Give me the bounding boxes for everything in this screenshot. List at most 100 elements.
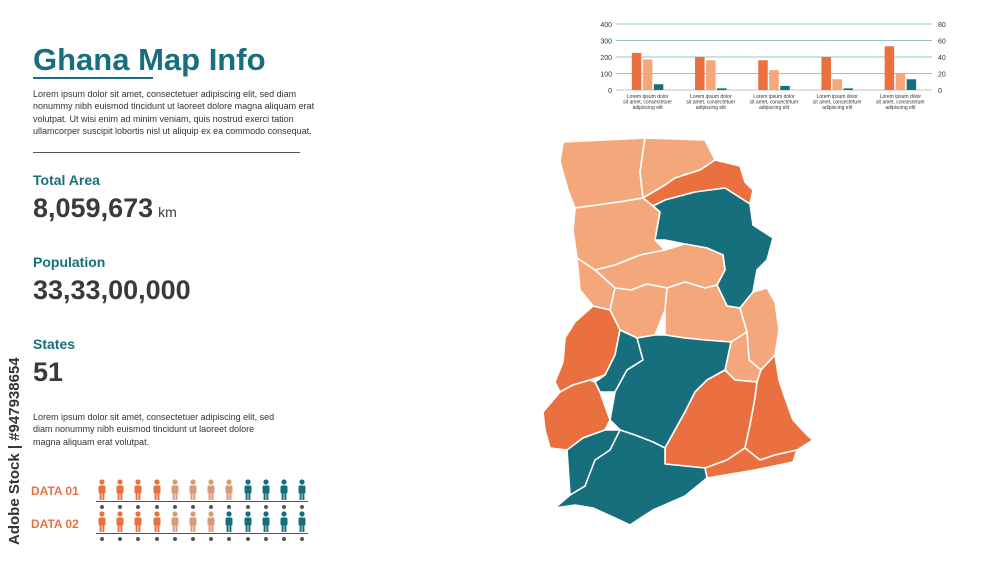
intro-paragraph: Lorem ipsum dolor sit amet, consectetuer… (33, 89, 315, 137)
total-area-label: Total Area (33, 172, 100, 188)
data-02-label: DATA 02 (31, 517, 79, 531)
person-icon (244, 479, 252, 500)
x-tick-label: Lorem ipsum dolor sit amet, consectetuer a… (813, 94, 862, 111)
y-tick-right: 0 (938, 88, 942, 95)
bar (642, 59, 653, 90)
region-volta (744, 354, 814, 461)
pictogram-dot (191, 505, 195, 509)
bar (706, 60, 716, 90)
y-tick-left: 100 (600, 72, 612, 79)
person-icon (280, 511, 288, 532)
data-01-label: DATA 01 (31, 484, 79, 498)
side-watermark: Adobe Stock | #947938654 (6, 357, 23, 545)
bar (895, 73, 906, 90)
y-tick-right: 60 (938, 39, 946, 46)
person-icon (262, 511, 270, 532)
person-icon (189, 511, 197, 532)
pictogram-dot (209, 537, 214, 541)
x-tick-label: Lorem ipsum dolor sit amet, consectetuer a… (750, 94, 799, 111)
pictogram-dot (263, 505, 268, 509)
bar (906, 79, 917, 90)
pictogram-baseline (96, 533, 308, 534)
person-icon (134, 479, 142, 500)
x-tick-label: Lorem ipsum dolor sit amet, consectetuer a… (623, 94, 672, 111)
pictogram-dot (245, 505, 250, 509)
pictogram-dot (282, 505, 286, 509)
pictogram-dot (100, 537, 104, 541)
person-icon (98, 479, 106, 500)
x-tick-label: Lorem ipsum dolor sit amet, consectetuer a… (876, 94, 925, 111)
person-icon (262, 479, 270, 500)
states-label: States (33, 336, 76, 352)
pictogram-dot (263, 537, 268, 541)
pictogram-baseline (96, 501, 308, 502)
person-icon (207, 479, 215, 500)
bar (821, 57, 831, 90)
bar (758, 60, 768, 90)
person-icon (225, 511, 233, 532)
x-tick-label: Lorem ipsum dolor sit amet, consectetuer a… (686, 94, 735, 111)
pictogram-dot (245, 537, 250, 541)
pictogram-dot (172, 537, 177, 541)
person-icon (171, 479, 179, 500)
bar (717, 88, 727, 90)
divider (33, 152, 300, 153)
pictogram-dot (300, 537, 305, 541)
region-western-south (566, 429, 621, 496)
ghana-map (542, 137, 814, 526)
y-tick-right: 40 (938, 55, 946, 62)
bar (843, 88, 853, 90)
pictogram-dot (300, 505, 305, 509)
person-icon (298, 511, 306, 532)
pictogram-dot (154, 505, 159, 509)
bar (832, 79, 842, 90)
note-paragraph: Lorem ipsum dolor sit amet, consectetuer… (33, 412, 275, 447)
pictogram-dot (118, 537, 123, 541)
population-value: 33,33,00,000 (33, 275, 191, 305)
y-tick-left: 300 (600, 39, 612, 46)
person-icon (280, 479, 288, 500)
area-unit: km (158, 204, 177, 220)
bar (884, 46, 895, 90)
total-area-value: 8,059,673 km (33, 193, 177, 224)
population-label: Population (33, 254, 106, 270)
person-icon (225, 479, 233, 500)
region-upper-west (559, 137, 646, 209)
total-area-number: 8,059,673 (33, 193, 154, 223)
y-tick-left: 0 (608, 88, 612, 95)
pictogram-dot (136, 505, 141, 509)
pictogram-dot (227, 505, 232, 509)
y-tick-right: 20 (938, 72, 946, 79)
pictogram-dot (136, 537, 141, 541)
bar (631, 52, 642, 90)
person-icon (298, 479, 306, 500)
person-icon (207, 511, 215, 532)
pictogram-dot (100, 505, 104, 509)
person-icon (116, 511, 124, 532)
person-icon (171, 511, 179, 532)
person-icon (153, 511, 161, 532)
region-greater-accra (704, 447, 798, 479)
states-value: 51 (33, 357, 64, 387)
bar (653, 84, 664, 90)
person-icon (244, 511, 252, 532)
person-icon (116, 479, 124, 500)
bar (769, 70, 779, 90)
pictogram-dot (118, 505, 123, 509)
pictogram-dot (227, 537, 232, 541)
person-icon (98, 511, 106, 532)
person-icon (189, 479, 197, 500)
bar (780, 85, 790, 90)
pictogram-dot (282, 537, 286, 541)
pictogram-dot (154, 537, 159, 541)
bar-chart: 0 100 200 300 400 0 20 40 60 80 Lorem ipsum dolor s… (600, 22, 946, 111)
pictogram-dot (172, 505, 177, 509)
y-tick-left: 400 (600, 22, 612, 29)
y-tick-right: 80 (938, 22, 946, 29)
bar (695, 57, 705, 90)
person-icon (134, 511, 142, 532)
y-tick-left: 200 (600, 55, 612, 62)
pictogram-dot (191, 537, 195, 541)
page-title: Ghana Map Info (33, 42, 266, 77)
title-underline (33, 77, 153, 79)
